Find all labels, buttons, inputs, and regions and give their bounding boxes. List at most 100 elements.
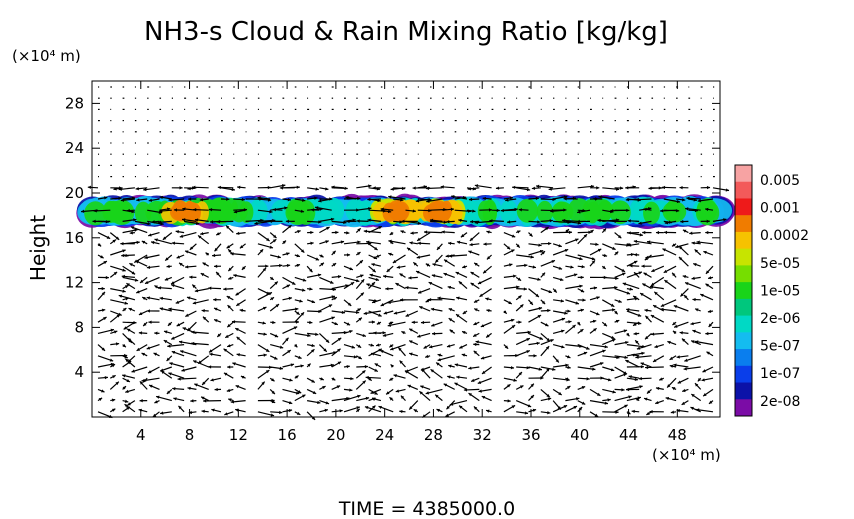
wind-arrowhead <box>389 344 393 348</box>
wind-arrowhead <box>159 209 163 213</box>
wind-arrowhead <box>122 374 126 378</box>
wind-arrowhead <box>468 197 473 202</box>
wind-arrowhead <box>610 368 615 372</box>
wind-arrowhead <box>262 306 267 310</box>
wind-arrowhead <box>357 308 361 312</box>
colorbar-cell <box>735 198 752 216</box>
colorbar-label: 5e-07 <box>760 339 800 355</box>
wind-arrowhead <box>626 332 630 337</box>
wind-arrowhead <box>239 245 244 249</box>
wind-arrowhead <box>287 350 291 354</box>
wind-arrowhead <box>450 207 454 212</box>
wind-arrowhead <box>473 322 477 326</box>
wind-arrowhead <box>224 412 228 416</box>
wind-arrowhead <box>271 378 275 382</box>
wind-arrowhead <box>118 196 122 201</box>
wind-arrowhead <box>236 336 241 341</box>
wind-arrowhead <box>201 409 205 414</box>
wind-arrowhead <box>462 310 467 314</box>
wind-arrowhead <box>307 333 311 338</box>
wind-arrowhead <box>565 229 569 233</box>
wind-arrowhead <box>193 208 197 212</box>
wind-arrowhead <box>136 347 141 351</box>
wind-arrowhead <box>111 408 116 412</box>
wind-arrowhead <box>535 184 540 188</box>
wind-arrowhead <box>686 196 690 200</box>
wind-arrowhead <box>633 332 637 336</box>
wind-arrowhead <box>296 185 300 189</box>
wind-arrowhead <box>420 385 424 389</box>
wind-arrowhead <box>111 398 116 402</box>
wind-arrowhead <box>374 368 378 372</box>
wind-arrowhead <box>429 218 434 222</box>
wind-arrowhead <box>302 198 306 202</box>
wind-arrowhead <box>462 265 466 269</box>
x-tick-label: 44 <box>619 426 638 444</box>
wind-arrowhead <box>572 324 576 329</box>
wind-arrowhead <box>272 320 276 325</box>
wind-arrowhead <box>518 371 522 376</box>
wind-arrowhead <box>635 197 639 202</box>
wind-arrowhead <box>565 363 569 367</box>
wind-arrowhead <box>575 238 579 242</box>
wind-arrowhead <box>614 310 618 315</box>
wind-arrowhead <box>481 370 486 374</box>
cloud-cell <box>134 201 152 225</box>
wind-arrowhead <box>420 320 425 325</box>
wind-arrowhead <box>129 263 133 267</box>
wind-arrowhead <box>635 340 639 344</box>
wind-arrowhead <box>294 343 298 348</box>
wind-arrowhead <box>228 398 232 402</box>
wind-arrowhead <box>566 355 571 359</box>
wind-arrowhead <box>300 312 305 316</box>
wind-arrowhead <box>411 320 415 324</box>
wind-arrowhead <box>120 241 124 246</box>
wind-arrowhead <box>532 265 536 269</box>
wind-arrowhead <box>378 226 382 230</box>
wind-arrowhead <box>539 249 544 254</box>
wind-arrowhead <box>309 268 313 273</box>
x-axis: 4 8 12 16 20 24 28 32 36 40 44 48 <box>136 81 687 444</box>
wind-arrowhead <box>360 279 365 283</box>
wind-arrowhead <box>375 277 380 282</box>
wind-arrowhead <box>680 219 684 224</box>
wind-arrowhead <box>216 219 220 224</box>
wind-arrowhead <box>135 260 140 264</box>
wind-arrowhead <box>104 196 108 200</box>
wind-arrowhead <box>458 218 462 223</box>
wind-arrowhead <box>590 229 594 234</box>
wind-arrowhead <box>692 297 696 302</box>
wind-arrowhead <box>178 340 183 344</box>
wind-arrowhead <box>315 206 319 210</box>
wind-arrowhead <box>195 221 200 225</box>
wind-arrowhead <box>230 400 235 404</box>
wind-arrowhead <box>380 207 384 211</box>
wind-arrowhead <box>425 263 430 267</box>
wind-arrowhead <box>357 228 361 232</box>
wind-arrowhead <box>355 278 360 283</box>
wind-arrowhead <box>689 231 693 235</box>
wind-arrowhead <box>631 353 635 357</box>
wind-arrowhead <box>302 278 307 282</box>
wind-arrowhead <box>645 365 649 370</box>
wind-arrowhead <box>678 256 683 261</box>
wind-arrowhead <box>121 253 125 258</box>
wind-arrowhead <box>187 186 191 191</box>
wind-arrowhead <box>407 384 412 388</box>
wind-arrowhead <box>640 293 644 297</box>
wind-arrowhead <box>679 185 683 190</box>
wind-arrowhead <box>670 410 675 414</box>
wind-arrowhead <box>159 296 163 301</box>
wind-arrowhead <box>456 296 460 300</box>
wind-arrowhead <box>301 394 306 398</box>
wind-arrowhead <box>289 378 293 382</box>
wind-arrowhead <box>580 289 585 293</box>
wind-arrowhead <box>388 252 392 256</box>
wind-arrowhead <box>480 324 485 328</box>
wind-arrowhead <box>382 333 387 337</box>
wind-arrowhead <box>127 338 132 342</box>
chart-title: NH3-s Cloud & Rain Mixing Ratio [kg/kg] <box>144 17 668 47</box>
wind-arrowhead <box>368 184 372 188</box>
wind-arrowhead <box>122 386 126 390</box>
wind-arrowhead <box>579 257 583 261</box>
